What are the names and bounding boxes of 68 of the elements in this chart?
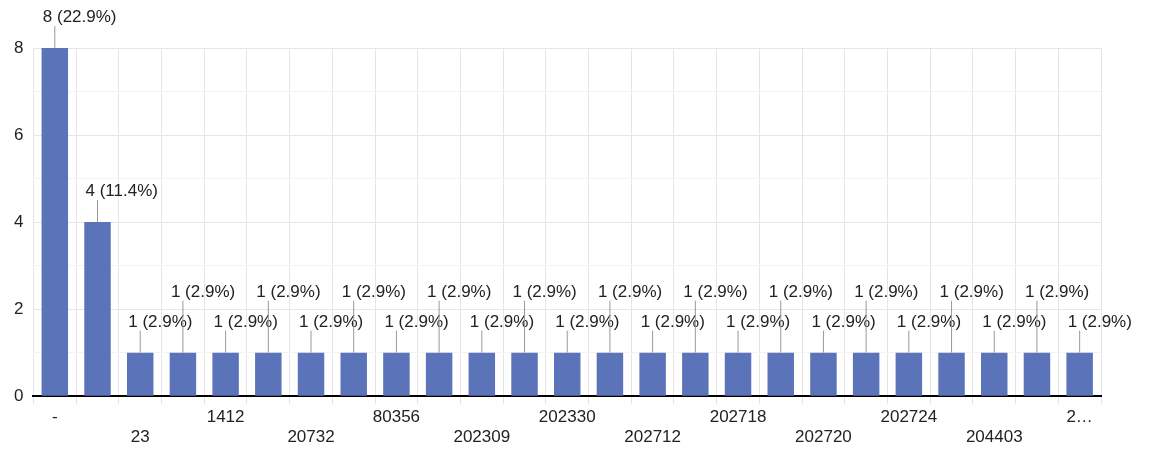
data-label: 1 (2.9%) (726, 311, 791, 331)
bar (553, 352, 581, 396)
data-label: 1 (2.9%) (982, 311, 1047, 331)
data-label: 1 (2.9%) (341, 281, 406, 301)
x-tick-label: 202309 (453, 427, 511, 447)
data-label: 1 (2.9%) (768, 281, 833, 301)
bar (41, 48, 69, 396)
bar (895, 352, 923, 396)
data-label: 1 (2.9%) (939, 281, 1004, 301)
bar (84, 222, 111, 396)
data-label: 1 (2.9%) (640, 311, 705, 331)
bar (938, 352, 965, 396)
data-label: 1 (2.9%) (427, 281, 492, 301)
data-label: 1 (2.9%) (170, 281, 236, 301)
data-label: 4 (11.4%) (85, 181, 158, 201)
x-tick-label: 204403 (965, 427, 1023, 447)
bar (639, 352, 666, 396)
data-label: 1 (2.9%) (128, 311, 193, 331)
bar (212, 352, 239, 396)
x-tick-label: 202718 (709, 407, 767, 427)
x-tick-label: 2… (1066, 407, 1093, 427)
bar (767, 352, 794, 396)
x-tick-label: 80356 (372, 407, 421, 427)
data-label: 1 (2.9%) (811, 311, 876, 331)
bar (255, 352, 282, 396)
bar (981, 352, 1008, 396)
x-tick-label: 1412 (206, 407, 245, 427)
x-tick-label: 202712 (624, 427, 681, 447)
bar (297, 352, 325, 396)
data-label: 1 (2.9%) (683, 281, 748, 301)
data-label: 1 (2.9%) (384, 311, 449, 331)
bar (169, 352, 197, 396)
bar (425, 352, 453, 396)
bar (126, 352, 154, 396)
bar (511, 352, 538, 396)
y-tick-label: 4 (13, 211, 24, 231)
data-label: 1 (2.9%) (1024, 281, 1090, 301)
data-label: 1 (2.9%) (555, 311, 620, 331)
data-label: 1 (2.9%) (299, 311, 364, 331)
data-label: 8 (22.9%) (42, 7, 117, 27)
bar (1066, 352, 1093, 396)
data-label: 1 (2.9%) (512, 281, 577, 301)
x-tick-label: 202720 (795, 427, 852, 447)
x-tick-label: 202330 (538, 407, 596, 427)
y-tick-label: 6 (13, 124, 24, 144)
y-tick-label: 8 (13, 37, 24, 57)
x-tick-label: 20732 (287, 427, 335, 447)
bar (852, 352, 880, 396)
x-tick-label: - (51, 407, 58, 427)
bar (810, 352, 837, 396)
data-label: 1 (2.9%) (854, 281, 919, 301)
bar (724, 352, 752, 396)
data-label: 1 (2.9%) (213, 311, 278, 331)
data-label: 1 (2.9%) (256, 281, 321, 301)
data-label: 1 (2.9%) (469, 311, 535, 331)
bar (1023, 352, 1051, 396)
data-label: 1 (2.9%) (1067, 311, 1132, 331)
bar (340, 352, 367, 396)
bar (383, 352, 410, 396)
y-tick-label: 2 (13, 298, 24, 318)
bar (596, 352, 624, 396)
y-tick-label: 0 (13, 385, 24, 405)
x-tick-label: 202724 (880, 407, 938, 427)
bar (468, 352, 496, 396)
data-label: 1 (2.9%) (597, 281, 663, 301)
bar (682, 352, 709, 396)
x-tick-label: 23 (130, 427, 150, 447)
data-label: 1 (2.9%) (896, 311, 962, 331)
